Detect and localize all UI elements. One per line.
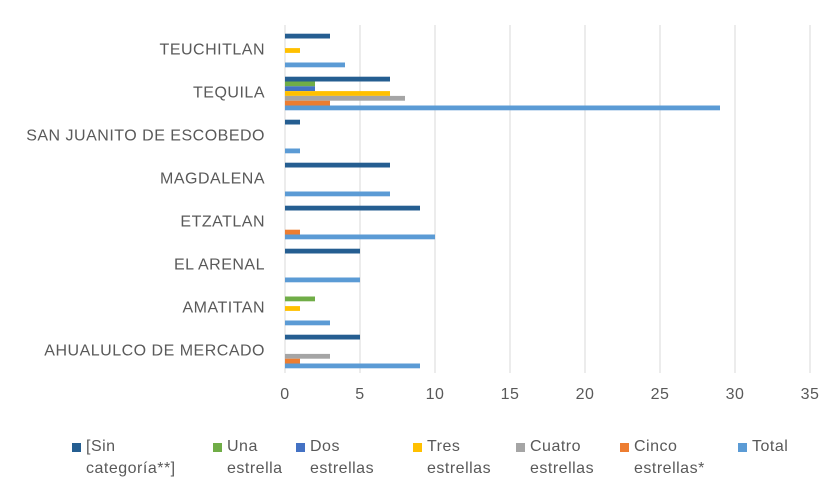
legend-label: Tres estrellas	[427, 438, 492, 477]
bar	[285, 205, 420, 211]
y-tick-label: ETZATLAN	[180, 214, 265, 231]
y-tick-label: MAGDALENA	[160, 171, 265, 188]
legend-swatch	[620, 443, 629, 452]
x-tick-label: 35	[801, 386, 820, 403]
legend-item: Cinco estrellas*	[620, 436, 705, 480]
bar	[285, 162, 390, 168]
legend-swatch	[516, 443, 525, 452]
bar	[285, 100, 330, 106]
bar	[285, 229, 300, 235]
bar	[285, 81, 315, 87]
legend-label: Cuatro estrellas	[530, 438, 595, 477]
y-tick-label: EL ARENAL	[174, 257, 265, 274]
bar	[285, 306, 300, 311]
x-tick-label: 0	[280, 386, 289, 403]
x-tick-label: 5	[355, 386, 364, 403]
bar	[285, 363, 420, 369]
legend-item: Tres estrellas	[413, 436, 491, 480]
legend-item: Total	[738, 436, 788, 458]
bar	[285, 33, 330, 39]
bar	[285, 48, 300, 53]
legend-label: Cinco estrellas*	[634, 438, 705, 477]
bar	[285, 248, 360, 254]
y-tick-label: SAN JUANITO DE ESCOBEDO	[26, 128, 265, 145]
x-tick-label: 25	[651, 386, 670, 403]
legend-item: Dos estrellas	[296, 436, 374, 480]
bar	[285, 191, 390, 197]
bar	[285, 320, 330, 326]
bar	[285, 358, 300, 364]
y-tick-label: AMATITAN	[182, 300, 265, 317]
y-tick-label: AHUALULCO DE MERCADO	[44, 343, 265, 360]
legend-swatch	[738, 443, 747, 452]
bar	[285, 296, 315, 302]
bar	[285, 334, 360, 340]
x-tick-label: 30	[726, 386, 745, 403]
bar	[285, 119, 300, 125]
bar	[285, 277, 360, 283]
bar	[285, 95, 405, 101]
legend-label: Dos estrellas	[310, 438, 375, 477]
legend-label: Una estrella	[227, 438, 283, 477]
y-tick-label: TEQUILA	[193, 85, 265, 102]
legend-label: [Sin categoría**]	[86, 438, 176, 477]
y-tick-label: TEUCHITLAN	[160, 42, 265, 59]
bar	[285, 234, 435, 240]
bar	[285, 105, 720, 111]
legend-swatch	[213, 443, 222, 452]
legend-swatch	[296, 443, 305, 452]
x-tick-label: 15	[501, 386, 520, 403]
bar	[285, 76, 390, 82]
legend-item: Una estrella	[213, 436, 283, 480]
x-tick-label: 10	[426, 386, 445, 403]
legend-swatch	[413, 443, 422, 452]
legend-label: Total	[752, 438, 789, 455]
legend-swatch	[72, 443, 81, 452]
bar	[285, 91, 390, 96]
bar	[285, 148, 300, 154]
bar	[285, 62, 345, 68]
legend-item: Cuatro estrellas	[516, 436, 594, 480]
bar	[285, 353, 330, 359]
x-tick-label: 20	[576, 386, 595, 403]
bar	[285, 86, 315, 92]
legend-item: [Sin categoría**]	[72, 436, 176, 480]
plot: 0 5 10 15 20 25 30 35 TEUCHITLAN TEQUILA SAN JUANI…	[26, 25, 820, 403]
